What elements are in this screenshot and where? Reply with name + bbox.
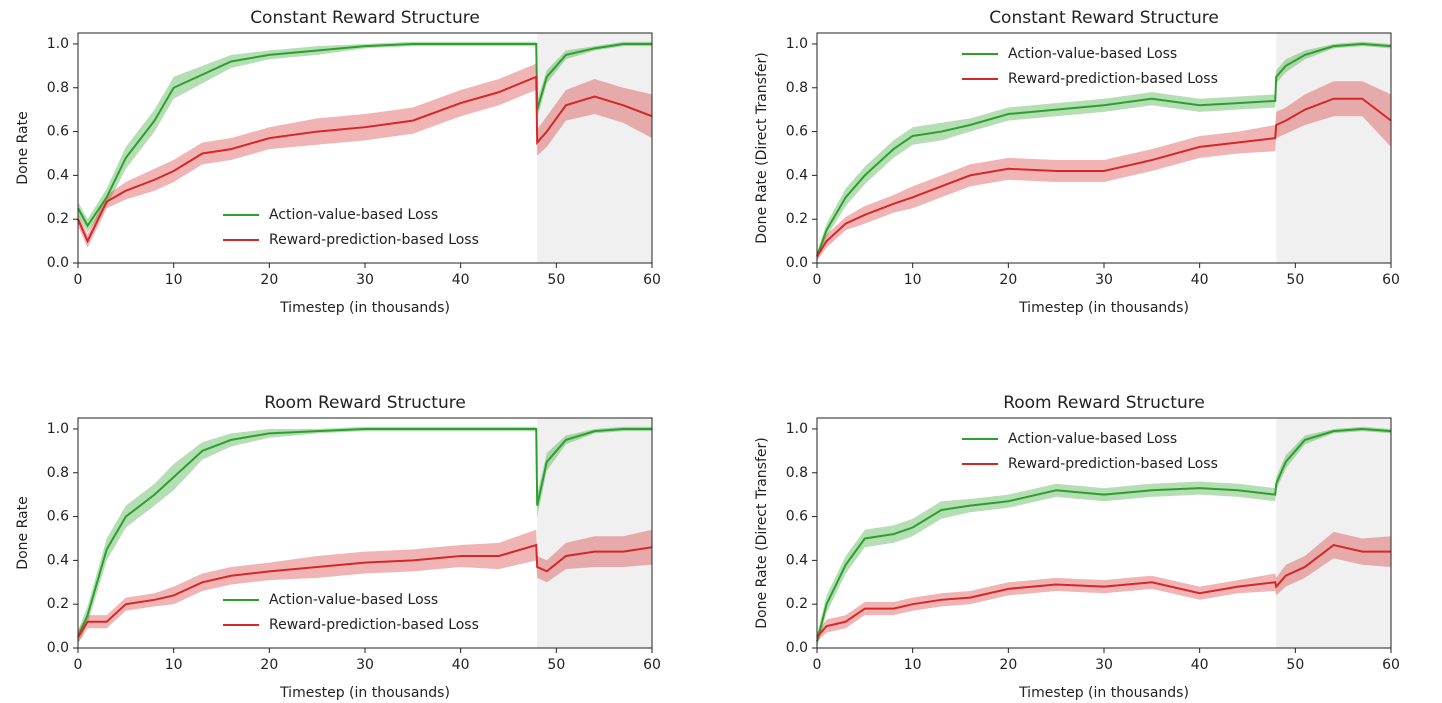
line	[816, 42, 1392, 257]
x-tick-label: 10	[904, 657, 922, 673]
legend-label: Reward-prediction-based Loss	[1008, 71, 1218, 87]
line	[816, 427, 1392, 642]
x-tick-label: 0	[813, 657, 822, 673]
x-tick-label: 40	[452, 657, 470, 673]
x-tick-label: 0	[74, 657, 83, 673]
x-tick-label: 10	[165, 272, 183, 288]
line	[816, 543, 1391, 638]
panel: 0 10 20 30 40 50 60 0.0 0.2 0.4 0.6 0.8 1.0 Room Rewa…	[754, 393, 1400, 701]
transfer-region	[537, 33, 652, 263]
y-tick-label: 0.2	[786, 211, 808, 227]
x-tick-label: 20	[999, 657, 1017, 673]
y-tick-label: 0.2	[47, 596, 69, 612]
x-tick-label: 40	[1191, 272, 1209, 288]
x-axis-label: Timestep (in thousands)	[1018, 300, 1189, 316]
y-tick-label: 0.4	[786, 167, 808, 183]
x-tick-label: 50	[547, 657, 565, 673]
x-tick-label: 60	[643, 657, 661, 673]
y-tick-label: 0.8	[786, 465, 808, 481]
x-tick-label: 20	[999, 272, 1017, 288]
line	[77, 75, 653, 244]
x-tick-label: 20	[260, 657, 278, 673]
x-tick-label: 40	[1191, 657, 1209, 673]
y-axis-label: Done Rate (Direct Transfer)	[754, 52, 770, 243]
x-tick-label: 0	[74, 272, 83, 288]
y-tick-label: 0.4	[786, 552, 808, 568]
error-band	[817, 41, 1391, 261]
legend-label: Reward-prediction-based Loss	[1008, 456, 1218, 472]
panel: 0 10 20 30 40 50 60 0.0 0.2 0.4 0.6 0.8 1.0 Constant …	[754, 8, 1400, 316]
y-tick-label: 0.0	[47, 255, 69, 271]
y-tick-label: 0.6	[786, 124, 808, 140]
error-band	[78, 529, 652, 644]
y-tick-label: 0.2	[47, 211, 69, 227]
y-tick-label: 0.6	[47, 509, 69, 525]
x-axis-label: Timestep (in thousands)	[279, 685, 450, 701]
x-tick-label: 50	[547, 272, 565, 288]
line	[77, 42, 652, 228]
x-tick-label: 50	[1286, 272, 1304, 288]
legend-label: Reward-prediction-based Loss	[269, 232, 479, 248]
y-tick-label: 1.0	[786, 421, 808, 437]
line	[77, 427, 652, 638]
line	[816, 97, 1392, 257]
legend-label: Reward-prediction-based Loss	[269, 617, 479, 633]
y-tick-label: 0.0	[47, 640, 69, 656]
legend-label: Action-value-based Loss	[1008, 46, 1177, 62]
x-tick-label: 30	[356, 657, 374, 673]
legend-label: Action-value-based Loss	[269, 592, 438, 608]
x-tick-label: 60	[1382, 657, 1400, 673]
transfer-region	[537, 418, 652, 648]
y-tick-label: 0.4	[47, 167, 69, 183]
y-tick-label: 0.8	[786, 80, 808, 96]
x-tick-label: 20	[260, 272, 278, 288]
legend-label: Action-value-based Loss	[269, 207, 438, 223]
transfer-region	[1276, 33, 1391, 263]
y-tick-label: 0.0	[786, 255, 808, 271]
x-tick-label: 30	[1095, 272, 1113, 288]
panel: 0 10 20 30 40 50 60 0.0 0.2 0.4 0.6 0.8 1.0 Constant …	[15, 8, 661, 316]
x-axis-label: Timestep (in thousands)	[1018, 685, 1189, 701]
x-tick-label: 0	[813, 272, 822, 288]
x-tick-label: 60	[643, 272, 661, 288]
x-tick-label: 10	[165, 657, 183, 673]
y-axis-label: Done Rate	[15, 496, 31, 569]
x-tick-label: 40	[452, 272, 470, 288]
x-tick-label: 60	[1382, 272, 1400, 288]
chart-title: Constant Reward Structure	[989, 8, 1219, 28]
error-band	[78, 63, 652, 248]
y-tick-label: 0.0	[786, 640, 808, 656]
y-axis-label: Done Rate	[15, 111, 31, 184]
transfer-region	[1276, 418, 1391, 648]
chart-title: Room Reward Structure	[1003, 393, 1205, 413]
x-tick-label: 30	[1095, 657, 1113, 673]
y-tick-label: 0.8	[47, 80, 69, 96]
y-axis-label: Done Rate (Direct Transfer)	[754, 437, 770, 628]
x-tick-label: 50	[1286, 657, 1304, 673]
panel: 0 10 20 30 40 50 60 0.0 0.2 0.4 0.6 0.8 1.0 Room Rewa…	[15, 393, 661, 701]
x-tick-label: 30	[356, 272, 374, 288]
y-tick-label: 0.6	[47, 124, 69, 140]
chart-title: Constant Reward Structure	[250, 8, 480, 28]
y-tick-label: 0.8	[47, 465, 69, 481]
y-tick-label: 1.0	[47, 421, 69, 437]
y-tick-label: 0.4	[47, 552, 69, 568]
x-axis-label: Timestep (in thousands)	[279, 300, 450, 316]
y-tick-label: 1.0	[47, 36, 69, 52]
chart-title: Room Reward Structure	[264, 393, 466, 413]
y-tick-label: 0.6	[786, 509, 808, 525]
x-tick-label: 10	[904, 272, 922, 288]
y-tick-label: 0.2	[786, 596, 808, 612]
y-tick-label: 1.0	[786, 36, 808, 52]
line	[77, 543, 653, 638]
legend-label: Action-value-based Loss	[1008, 431, 1177, 447]
